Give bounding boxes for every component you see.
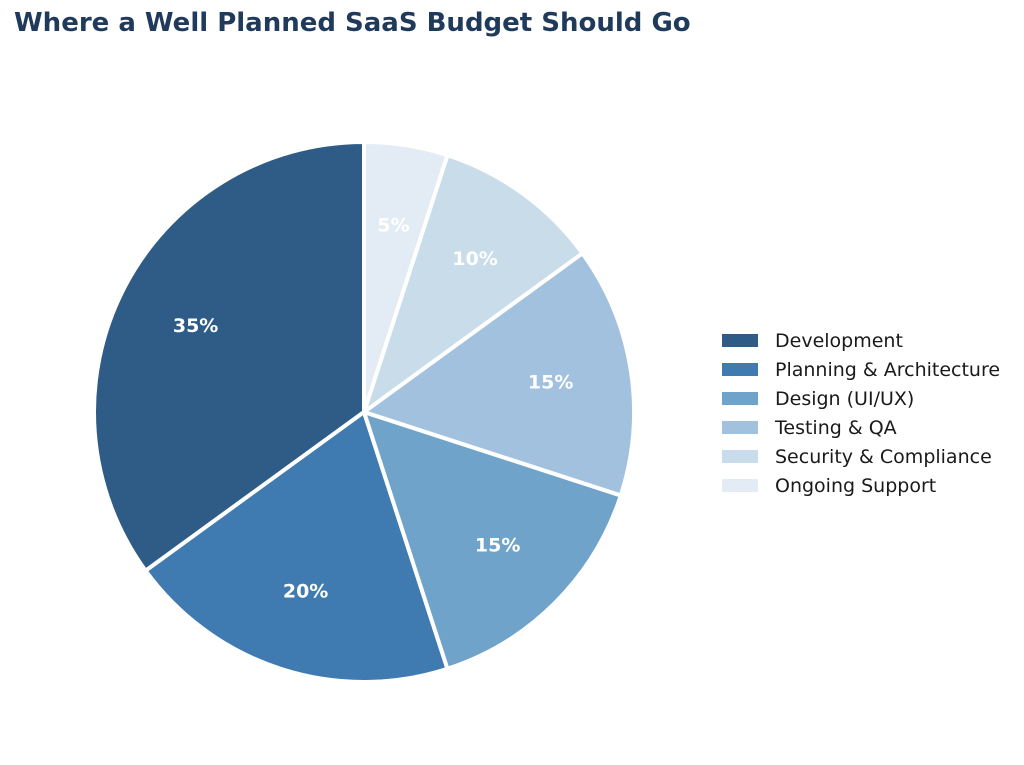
- slice-data-label-6: 5%: [377, 214, 409, 236]
- legend-label: Development: [775, 329, 903, 352]
- legend-swatch: [722, 479, 758, 492]
- slice-data-label-4: 15%: [528, 371, 573, 393]
- legend-swatch: [722, 392, 758, 405]
- legend-item: Development: [722, 326, 1000, 355]
- slice-data-label-5: 10%: [452, 248, 497, 270]
- legend-label: Planning & Architecture: [775, 358, 1001, 381]
- slice-data-label-3: 15%: [475, 535, 520, 557]
- legend: Development Planning & Architecture Design…: [722, 326, 1000, 500]
- legend-swatch: [722, 450, 758, 463]
- pie-slice-6: [362, 140, 450, 414]
- legend-label: Design (UI/UX): [775, 387, 915, 410]
- legend-swatch: [722, 421, 758, 434]
- legend-swatch: [722, 334, 758, 347]
- legend-item: Planning & Architecture: [722, 355, 1000, 384]
- legend-item: Testing & QA: [722, 413, 1000, 442]
- legend-label: Security & Compliance: [775, 445, 992, 468]
- pie-slice-1: [92, 140, 366, 573]
- slice-data-label-2: 20%: [283, 581, 328, 603]
- slice-data-label-1: 35%: [173, 315, 218, 337]
- pie-slice-2: [143, 410, 450, 684]
- legend-label: Ongoing Support: [775, 474, 937, 497]
- legend-item: Ongoing Support: [722, 471, 1000, 500]
- pie-slice-5: [362, 153, 585, 414]
- legend-item: Security & Compliance: [722, 442, 1000, 471]
- legend-swatch: [722, 363, 758, 376]
- legend-label: Testing & QA: [775, 416, 897, 439]
- chart-title: Where a Well Planned SaaS Budget Should …: [14, 8, 691, 38]
- pie-slice-4: [362, 251, 636, 498]
- legend-item: Design (UI/UX): [722, 384, 1000, 413]
